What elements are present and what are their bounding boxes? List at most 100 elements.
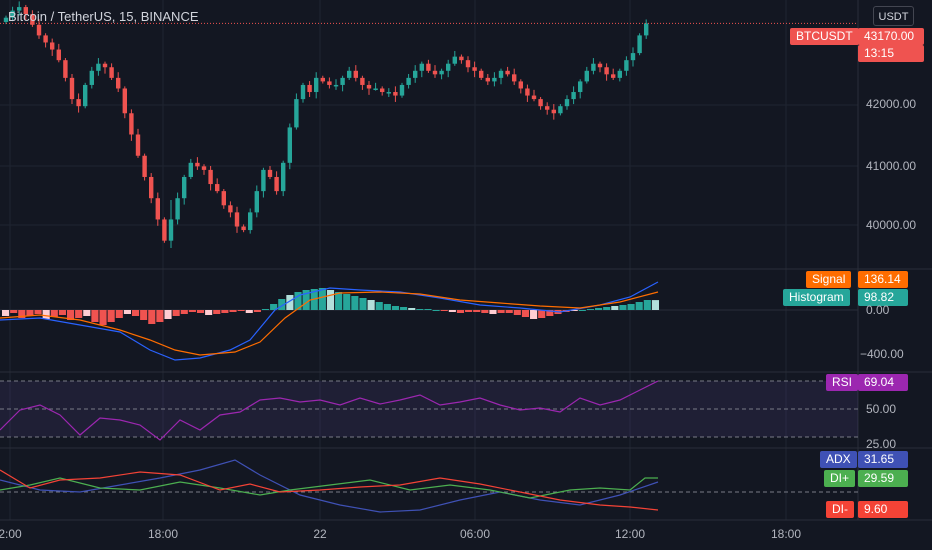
macd-histogram-bar	[91, 310, 99, 322]
macd-histogram-bar	[172, 310, 180, 316]
macd-histogram-bar	[261, 309, 270, 310]
candle-body	[485, 77, 490, 82]
macd-histogram-bar	[400, 307, 408, 310]
candle-body	[50, 42, 55, 50]
candle-body	[604, 67, 609, 75]
price-axis-label: 41000.00	[866, 159, 917, 173]
time-axis-label: 12:00	[614, 527, 646, 541]
candle-body	[3, 17, 9, 22]
candle-body	[399, 84, 405, 96]
candle-body	[274, 176, 279, 192]
candle-body	[267, 169, 273, 177]
macd-histogram-bar	[424, 309, 432, 310]
candle-body	[109, 67, 114, 78]
candle-body	[505, 70, 510, 75]
candle-body	[234, 212, 240, 227]
macd-histogram-bar	[383, 304, 391, 310]
macd-histogram-bar	[326, 290, 335, 310]
di-plus-value: 29.59	[858, 470, 908, 487]
macd-histogram-bar	[115, 310, 123, 318]
candle-body	[617, 70, 622, 78]
candle-body	[175, 198, 180, 220]
candle-body	[135, 134, 141, 156]
macd-histogram-bar	[58, 310, 66, 315]
candle-body	[360, 77, 365, 85]
candle-body	[333, 84, 339, 87]
candle-body	[465, 60, 471, 68]
candle-body	[644, 23, 649, 36]
macd-histogram-bar	[335, 292, 343, 310]
candle-body	[366, 84, 372, 89]
candle-body	[393, 92, 398, 96]
time-axis-label: 18:00	[770, 527, 802, 541]
last-price-tag: 43170.00	[858, 28, 924, 45]
macd-histogram-bar	[42, 310, 50, 319]
macd-histogram-bar	[123, 310, 131, 314]
grid-lines	[0, 0, 932, 521]
rsi-label: RSI	[826, 374, 859, 391]
candle-body	[624, 60, 629, 71]
currency-button[interactable]: USDT	[873, 6, 914, 26]
macd-axis-label: −400.00	[860, 347, 904, 361]
rsi-line	[0, 380, 659, 441]
macd-histogram-bar	[245, 310, 253, 313]
candle-body	[353, 70, 358, 78]
candle-body	[472, 67, 477, 71]
macd-histogram-bar	[75, 310, 83, 318]
candle-body	[373, 88, 378, 90]
candle-body	[116, 77, 121, 89]
candle-body	[426, 63, 431, 71]
macd-histogram-bar	[302, 290, 310, 310]
macd-histogram-bar	[83, 310, 91, 316]
adx-label: ADX	[820, 451, 857, 468]
macd-histogram-value: 98.82	[858, 289, 908, 306]
candle-body	[142, 155, 147, 177]
candle-body	[597, 63, 603, 68]
macd-axis-label: 0.00	[866, 303, 890, 317]
candle-body	[228, 205, 233, 213]
candle-body	[512, 74, 517, 82]
candle-body	[43, 35, 48, 43]
candle-body	[611, 74, 616, 78]
candle-body	[17, 7, 22, 11]
macd-histogram-label: Histogram	[783, 289, 850, 306]
macd-histogram-bar	[627, 304, 635, 310]
macd-histogram-bar	[351, 296, 359, 310]
macd-histogram-bar	[278, 299, 286, 310]
di-minus-label: DI-	[826, 501, 854, 518]
macd-histogram-bar	[611, 306, 619, 310]
candle-body	[578, 81, 583, 93]
candle-body	[419, 63, 424, 71]
candle-body	[23, 7, 28, 15]
macd-histogram-bar	[221, 310, 229, 313]
macd-histogram-bar	[578, 310, 586, 311]
candle-body	[452, 56, 457, 64]
candle-body	[281, 162, 286, 192]
macd-histogram-bar	[318, 288, 326, 310]
macd-histogram-bar	[18, 310, 26, 318]
candle-body	[261, 169, 266, 192]
macd-histogram-bar	[359, 298, 367, 310]
price-axis-label: 40000.00	[866, 218, 917, 232]
candle-body	[248, 212, 253, 231]
candle-body	[149, 176, 154, 199]
symbol-tag: BTCUSDT	[790, 28, 859, 45]
time-axis-label: 06:00	[459, 527, 491, 541]
macd-histogram-bar	[603, 307, 611, 310]
macd-histogram-bar	[408, 308, 416, 310]
candle-body	[538, 99, 543, 107]
macd-histogram-bar	[156, 310, 164, 322]
price-axis-label: 42000.00	[866, 97, 917, 111]
candle-body	[432, 70, 438, 75]
macd-pane	[0, 281, 858, 361]
macd-histogram-bar	[497, 310, 505, 313]
candle-body	[69, 77, 75, 100]
di-plus-label: DI+	[824, 470, 856, 487]
macd-histogram-bar	[343, 294, 351, 310]
macd-histogram-bar	[538, 310, 546, 318]
macd-histogram-bar	[50, 310, 58, 317]
candle-body	[584, 70, 589, 82]
macd-histogram-bar	[521, 310, 530, 317]
candle-body	[347, 70, 352, 78]
